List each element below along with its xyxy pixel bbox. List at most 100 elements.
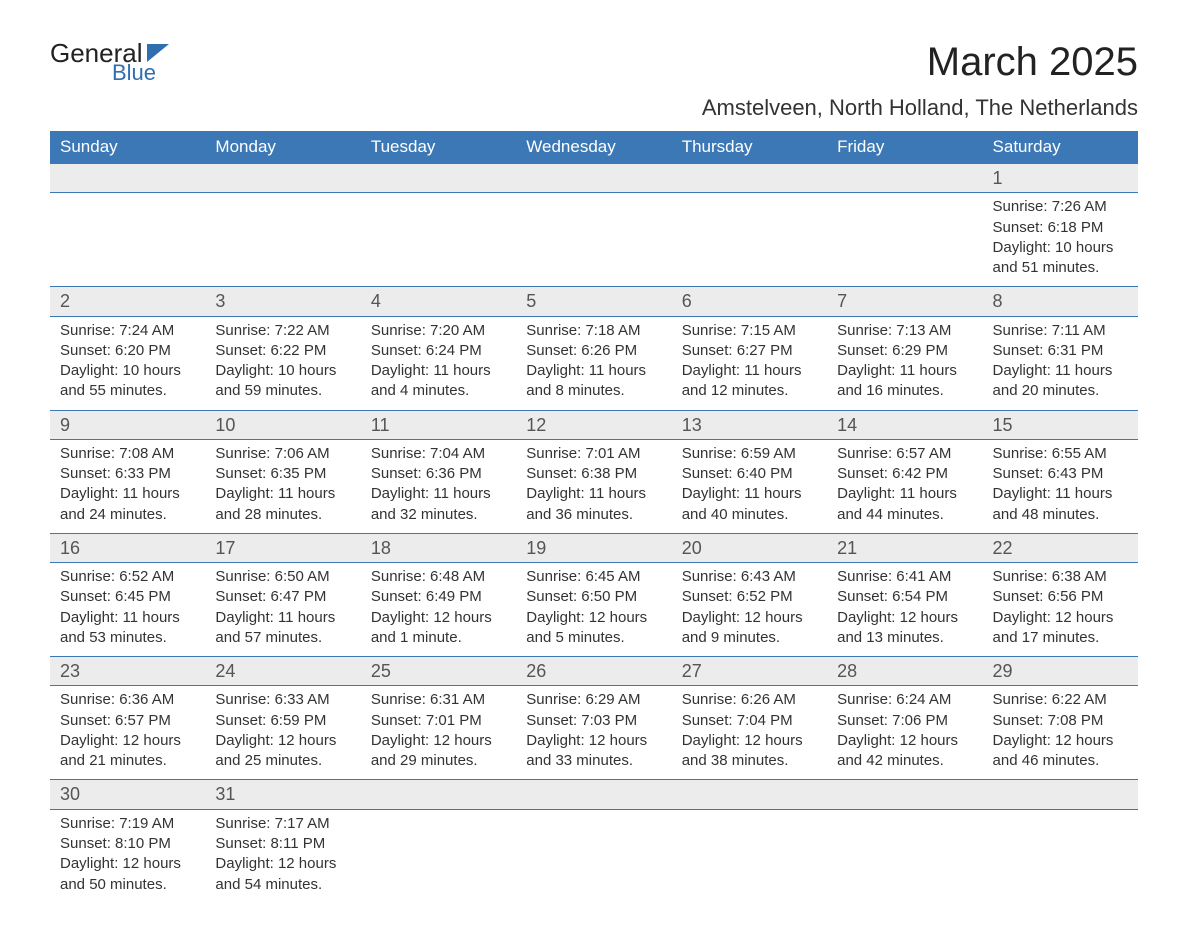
daylight1-text: Daylight: 12 hours <box>837 731 972 751</box>
sunset-text: Sunset: 6:35 PM <box>215 464 350 484</box>
daylight1-text: Daylight: 10 hours <box>60 361 195 381</box>
day-detail-cell: Sunrise: 6:59 AMSunset: 6:40 PMDaylight:… <box>672 439 827 533</box>
day-detail-cell: Sunrise: 6:24 AMSunset: 7:06 PMDaylight:… <box>827 686 982 780</box>
sunrise-text: Sunrise: 6:26 AM <box>682 690 817 710</box>
day-detail-cell: Sunrise: 7:24 AMSunset: 6:20 PMDaylight:… <box>50 316 205 410</box>
sunrise-text: Sunrise: 6:48 AM <box>371 567 506 587</box>
sunset-text: Sunset: 8:10 PM <box>60 834 195 854</box>
sunrise-text: Sunrise: 6:24 AM <box>837 690 972 710</box>
sunset-text: Sunset: 7:08 PM <box>993 711 1128 731</box>
daylight1-text: Daylight: 11 hours <box>682 484 817 504</box>
day-header: Friday <box>827 131 982 164</box>
day-number-cell: 17 <box>205 533 360 562</box>
day-number-cell: 24 <box>205 657 360 686</box>
day-detail-cell: Sunrise: 6:45 AMSunset: 6:50 PMDaylight:… <box>516 563 671 657</box>
sunrise-text: Sunrise: 6:41 AM <box>837 567 972 587</box>
sunset-text: Sunset: 6:36 PM <box>371 464 506 484</box>
day-detail-cell: Sunrise: 7:08 AMSunset: 6:33 PMDaylight:… <box>50 439 205 533</box>
day-header: Wednesday <box>516 131 671 164</box>
day-number-cell <box>361 164 516 193</box>
day-number-cell: 30 <box>50 780 205 809</box>
sunset-text: Sunset: 6:27 PM <box>682 341 817 361</box>
day-detail-cell: Sunrise: 6:36 AMSunset: 6:57 PMDaylight:… <box>50 686 205 780</box>
daylight2-text: and 46 minutes. <box>993 751 1128 771</box>
day-header: Sunday <box>50 131 205 164</box>
day-detail-cell: Sunrise: 6:57 AMSunset: 6:42 PMDaylight:… <box>827 439 982 533</box>
day-number-cell: 3 <box>205 287 360 316</box>
day-detail-cell: Sunrise: 6:22 AMSunset: 7:08 PMDaylight:… <box>983 686 1138 780</box>
sunset-text: Sunset: 6:57 PM <box>60 711 195 731</box>
sunset-text: Sunset: 6:29 PM <box>837 341 972 361</box>
brand-logo: General Blue <box>50 40 169 84</box>
daylight2-text: and 40 minutes. <box>682 505 817 525</box>
daylight1-text: Daylight: 11 hours <box>371 484 506 504</box>
daylight2-text: and 13 minutes. <box>837 628 972 648</box>
daylight2-text: and 55 minutes. <box>60 381 195 401</box>
day-number-cell: 2 <box>50 287 205 316</box>
daylight2-text: and 12 minutes. <box>682 381 817 401</box>
sunset-text: Sunset: 6:54 PM <box>837 587 972 607</box>
day-number-cell <box>672 164 827 193</box>
day-number-cell: 20 <box>672 533 827 562</box>
sunrise-text: Sunrise: 7:15 AM <box>682 321 817 341</box>
day-detail-cell: Sunrise: 6:43 AMSunset: 6:52 PMDaylight:… <box>672 563 827 657</box>
day-number-cell <box>205 164 360 193</box>
day-number-cell: 5 <box>516 287 671 316</box>
sunrise-text: Sunrise: 6:59 AM <box>682 444 817 464</box>
sunset-text: Sunset: 7:03 PM <box>526 711 661 731</box>
daylight1-text: Daylight: 11 hours <box>526 361 661 381</box>
week-detail-row: Sunrise: 6:36 AMSunset: 6:57 PM Daylight:… <box>50 686 1138 780</box>
day-detail-cell: Sunrise: 6:29 AMSunset: 7:03 PMDaylight:… <box>516 686 671 780</box>
day-detail-cell: Sunrise: 6:50 AMSunset: 6:47 PMDaylight:… <box>205 563 360 657</box>
daylight1-text: Daylight: 12 hours <box>215 731 350 751</box>
day-detail-cell <box>983 809 1138 903</box>
day-number-cell <box>827 164 982 193</box>
day-detail-cell <box>361 809 516 903</box>
sunset-text: Sunset: 6:20 PM <box>60 341 195 361</box>
daylight2-text: and 42 minutes. <box>837 751 972 771</box>
sunrise-text: Sunrise: 7:19 AM <box>60 814 195 834</box>
day-detail-cell: Sunrise: 7:19 AMSunset: 8:10 PMDaylight:… <box>50 809 205 903</box>
day-number-cell: 12 <box>516 410 671 439</box>
day-header: Saturday <box>983 131 1138 164</box>
sunrise-text: Sunrise: 7:11 AM <box>993 321 1128 341</box>
sunrise-text: Sunrise: 6:36 AM <box>60 690 195 710</box>
daylight2-text: and 57 minutes. <box>215 628 350 648</box>
week-detail-row: Sunrise: 6:52 AMSunset: 6:45 PMDaylight:… <box>50 563 1138 657</box>
sunrise-text: Sunrise: 6:43 AM <box>682 567 817 587</box>
daylight2-text: and 9 minutes. <box>682 628 817 648</box>
day-detail-cell: Sunrise: 6:31 AMSunset: 7:01 PMDaylight:… <box>361 686 516 780</box>
sunrise-text: Sunrise: 6:22 AM <box>993 690 1128 710</box>
day-detail-cell <box>205 193 360 287</box>
day-number-cell <box>50 164 205 193</box>
day-number-cell: 10 <box>205 410 360 439</box>
sunrise-text: Sunrise: 6:57 AM <box>837 444 972 464</box>
daylight2-text: and 53 minutes. <box>60 628 195 648</box>
daylight1-text: Daylight: 12 hours <box>215 854 350 874</box>
day-header: Tuesday <box>361 131 516 164</box>
day-number-cell: 22 <box>983 533 1138 562</box>
sunset-text: Sunset: 6:31 PM <box>993 341 1128 361</box>
day-detail-cell: Sunrise: 7:13 AMSunset: 6:29 PMDaylight:… <box>827 316 982 410</box>
day-detail-cell <box>672 193 827 287</box>
day-number-cell: 27 <box>672 657 827 686</box>
location-label: Amstelveen, North Holland, The Netherlan… <box>702 95 1138 121</box>
week-detail-row: Sunrise: 7:26 AMSunset: 6:18 PMDaylight:… <box>50 193 1138 287</box>
daylight2-text: and 8 minutes. <box>526 381 661 401</box>
day-detail-cell <box>516 809 671 903</box>
day-detail-cell: Sunrise: 7:17 AMSunset: 8:11 PMDaylight:… <box>205 809 360 903</box>
day-number-cell: 18 <box>361 533 516 562</box>
day-number-cell: 16 <box>50 533 205 562</box>
daylight2-text: and 21 minutes. <box>60 751 195 771</box>
day-number-cell: 11 <box>361 410 516 439</box>
day-number-cell: 29 <box>983 657 1138 686</box>
sunrise-text: Sunrise: 7:06 AM <box>215 444 350 464</box>
daylight2-text: and 24 minutes. <box>60 505 195 525</box>
day-detail-cell: Sunrise: 7:18 AMSunset: 6:26 PMDaylight:… <box>516 316 671 410</box>
sunrise-text: Sunrise: 6:50 AM <box>215 567 350 587</box>
sunrise-text: Sunrise: 7:20 AM <box>371 321 506 341</box>
day-detail-cell: Sunrise: 6:33 AMSunset: 6:59 PMDaylight:… <box>205 686 360 780</box>
sunset-text: Sunset: 6:45 PM <box>60 587 195 607</box>
day-number-cell: 19 <box>516 533 671 562</box>
month-title: March 2025 <box>702 40 1138 85</box>
